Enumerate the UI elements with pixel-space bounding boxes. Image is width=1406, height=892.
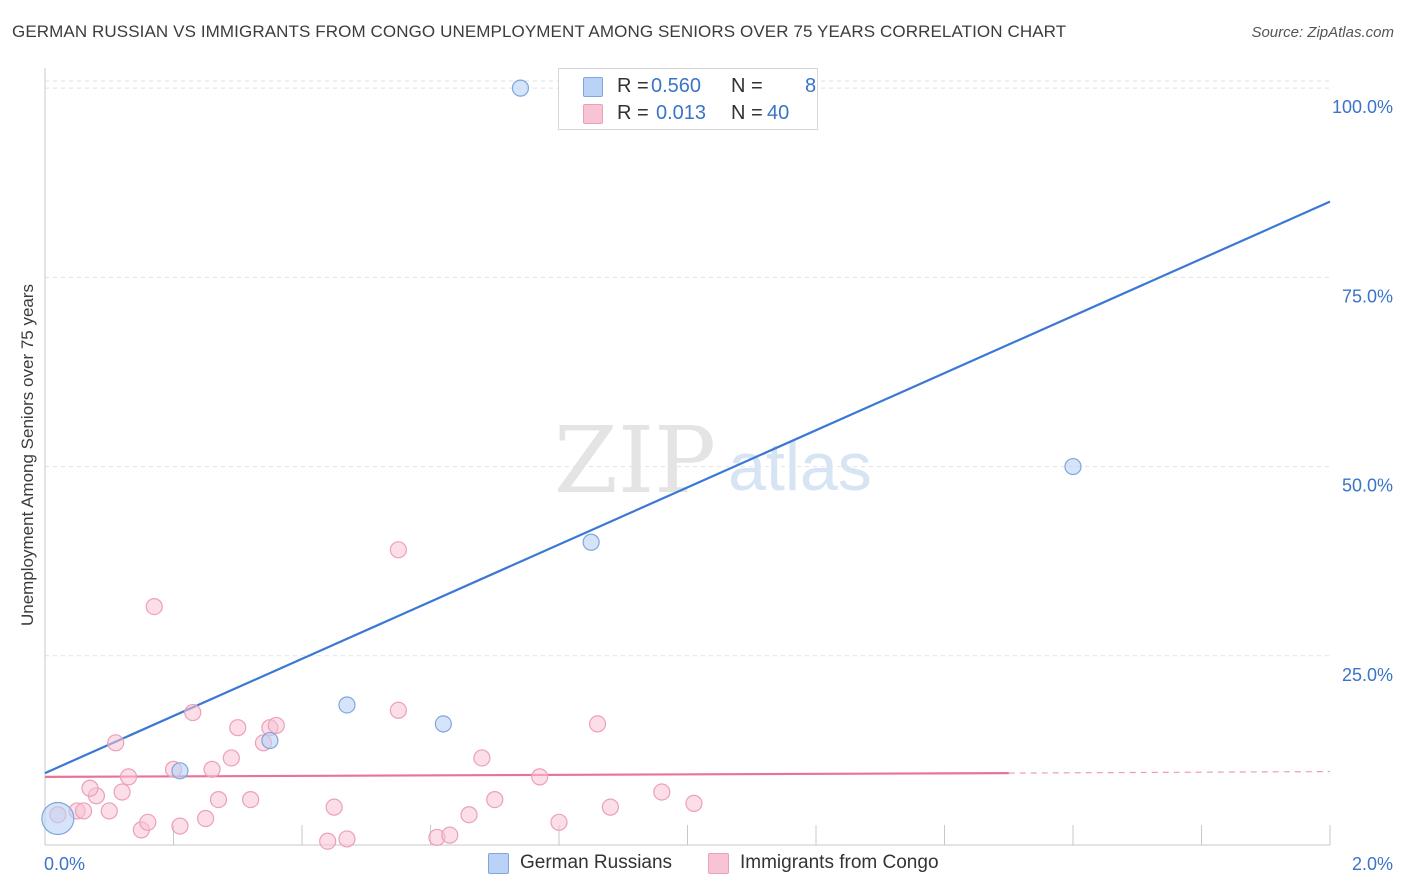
legend-r-value: 0.013 bbox=[656, 102, 707, 124]
data-point-congo bbox=[338, 830, 356, 848]
y-tick-label: 50.0% bbox=[1342, 476, 1393, 496]
data-point-congo bbox=[242, 790, 260, 809]
data-point-congo bbox=[222, 749, 240, 767]
legend-n-value: 8 bbox=[805, 75, 817, 97]
data-point-congo bbox=[145, 597, 163, 616]
data-point-congo bbox=[100, 802, 118, 820]
x-tick-label: 2.0% bbox=[1352, 854, 1393, 874]
data-point-congo bbox=[653, 783, 671, 801]
bottom-legend-swatch-blue bbox=[488, 853, 509, 874]
trend-line-congo bbox=[44, 771, 1009, 778]
data-point-congo bbox=[473, 749, 491, 767]
data-point-congo bbox=[74, 802, 93, 820]
data-point-congo bbox=[119, 768, 138, 786]
data-point-congo bbox=[319, 832, 337, 850]
data-point-congo bbox=[229, 719, 247, 737]
data-point-congo bbox=[389, 701, 407, 719]
data-point-congo bbox=[486, 790, 504, 809]
data-point-german-russians bbox=[41, 801, 75, 836]
data-point-congo bbox=[139, 813, 157, 831]
data-point-congo bbox=[325, 798, 343, 816]
y-axis-label: Unemployment Among Seniors over 75 years bbox=[18, 283, 37, 627]
data-point-congo bbox=[588, 715, 607, 733]
bottom-legend-label: Immigrants from Congo bbox=[740, 852, 939, 873]
data-point-congo bbox=[107, 734, 125, 752]
data-point-german-russians bbox=[1064, 457, 1082, 476]
source-credit: Source: ZipAtlas.com bbox=[1251, 24, 1394, 41]
data-point-german-russians bbox=[261, 731, 279, 750]
data-point-congo bbox=[197, 809, 215, 828]
data-point-congo bbox=[113, 783, 131, 801]
data-point-congo bbox=[531, 768, 549, 786]
data-point-german-russians bbox=[338, 696, 356, 714]
y-tick-label: 75.0% bbox=[1342, 286, 1393, 306]
legend-r-label: R = bbox=[617, 75, 649, 97]
data-point-congo bbox=[685, 794, 703, 812]
data-point-german-russians bbox=[582, 533, 600, 551]
trend-line-congo-extension bbox=[1008, 770, 1331, 774]
data-point-congo bbox=[209, 790, 228, 809]
legend-r-value: 0.560 bbox=[651, 75, 702, 97]
data-point-congo bbox=[184, 703, 202, 722]
y-tick-label: 100.0% bbox=[1332, 97, 1393, 117]
data-point-congo bbox=[267, 716, 285, 735]
data-point-german-russians bbox=[511, 79, 530, 97]
correlation-legend: R = 0.560 N = 8 R = 0.013 N = 40 bbox=[558, 68, 818, 130]
legend-n-label: N = bbox=[731, 75, 763, 97]
legend-r-label: R = bbox=[617, 102, 649, 124]
data-point-congo bbox=[460, 806, 478, 824]
trend-line-german-russians bbox=[44, 200, 1331, 775]
x-tick-label: 0.0% bbox=[44, 854, 85, 874]
bottom-legend-swatch-pink bbox=[708, 853, 729, 874]
data-point-congo bbox=[441, 826, 459, 844]
legend-n-label: N = bbox=[731, 102, 763, 124]
legend-swatch-blue bbox=[583, 77, 603, 97]
data-point-congo bbox=[81, 779, 99, 797]
legend-n-value: 40 bbox=[767, 102, 790, 124]
legend-swatch-pink bbox=[583, 104, 603, 124]
bottom-legend-label: German Russians bbox=[520, 852, 673, 873]
chart-title: GERMAN RUSSIAN VS IMMIGRANTS FROM CONGO … bbox=[12, 22, 1067, 41]
data-point-congo bbox=[601, 798, 620, 816]
data-point-congo bbox=[203, 760, 221, 778]
data-point-german-russians bbox=[171, 762, 189, 780]
data-point-congo bbox=[550, 813, 568, 831]
watermark-zip: ZIP bbox=[554, 407, 716, 514]
data-point-congo bbox=[171, 817, 189, 835]
y-tick-label: 25.0% bbox=[1342, 665, 1393, 685]
data-point-congo bbox=[389, 541, 407, 559]
data-point-german-russians bbox=[434, 715, 452, 733]
